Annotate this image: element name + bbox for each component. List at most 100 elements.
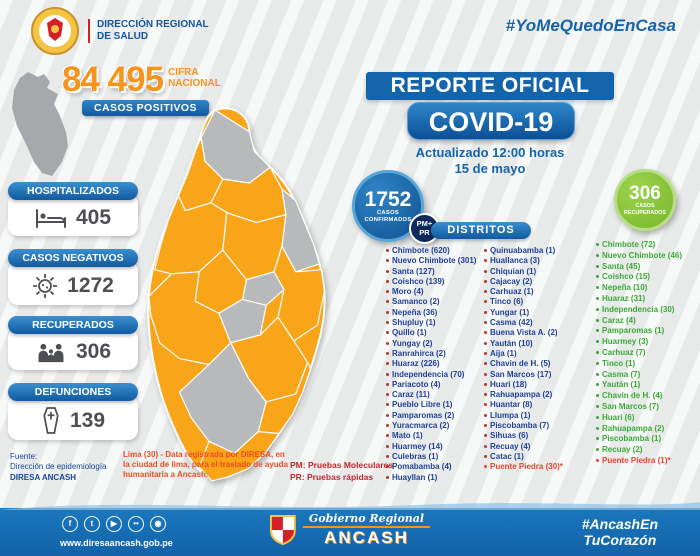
recovered-cases-label2: RECUPERADOS: [624, 209, 666, 216]
bullet-icon: [484, 362, 487, 366]
gov-script-label: Gobierno Regional: [302, 512, 431, 529]
bullet-icon: [596, 437, 599, 441]
bullet-icon: [596, 458, 599, 462]
district-item: Culebras (1): [386, 452, 484, 462]
district-item-label: Huantar (8): [490, 400, 533, 410]
updated-time: Actualizado 12:00 horas: [415, 145, 565, 160]
district-item-label: Pueblo Libre (1): [392, 400, 453, 410]
instagram-icon[interactable]: ◉: [150, 516, 166, 532]
district-item: Recuay (2): [596, 445, 698, 456]
bullet-icon: [596, 340, 599, 344]
hospitalized-count: 405: [75, 206, 112, 229]
confirmed-cases-number: 1752: [364, 187, 412, 211]
district-item: Yuracmarca (2): [386, 421, 484, 431]
family-icon: [38, 343, 64, 362]
bullet-icon: [484, 321, 487, 325]
bullet-icon: [386, 372, 389, 376]
bullet-icon: [484, 331, 487, 335]
district-item-label: Yaután (1): [602, 380, 641, 390]
bullet-icon: [386, 465, 389, 469]
website-link[interactable]: www.diresaancash.gob.pe: [60, 538, 173, 548]
bullet-icon: [386, 351, 389, 355]
confirmed-cases-label2: CONFIRMADOS: [364, 216, 412, 223]
org-name: DIRECCIÓN REGIONAL DE SALUD: [88, 19, 209, 43]
district-item-label: Recuay (2): [602, 445, 643, 455]
district-item: Quinuabamba (1): [484, 246, 590, 256]
source-line2: Dirección de epidemiología: [10, 462, 107, 472]
source-line1: Fuente:: [10, 452, 38, 461]
district-item-label: Chiquian (1): [490, 266, 537, 276]
bullet-icon: [484, 444, 487, 448]
pm-label: PM+: [416, 219, 433, 229]
district-item: Catac (1): [484, 452, 590, 462]
district-item-label: Huallanca (3): [490, 256, 540, 266]
district-item-label: Huarmey (3): [602, 337, 649, 347]
district-item: Tinco (1): [596, 359, 698, 370]
pm-legend: PM: Pruebas Moleculares: [290, 460, 393, 470]
national-cases-number: 84 495: [62, 60, 164, 99]
virus-icon: [33, 274, 58, 298]
district-item-label: Quillo (1): [392, 328, 427, 338]
district-item-label: Carhuaz (1): [490, 287, 534, 297]
district-item-label: Pomabamba (4): [392, 462, 452, 472]
district-item: Chimbote (72): [596, 240, 698, 251]
district-item-label: Piscobamba (1): [602, 434, 662, 444]
district-item: Independencia (30): [596, 305, 698, 316]
youtube-icon[interactable]: ▶: [106, 516, 122, 532]
wave-decoration: [0, 502, 700, 510]
district-item: Casma (42): [484, 318, 590, 328]
district-item-label: Yuracmarca (2): [392, 421, 450, 431]
bullet-icon: [386, 310, 389, 314]
ancash-hashtag-line2: TuCorazón: [583, 532, 657, 549]
report-title: REPORTE OFICIAL: [366, 72, 614, 100]
district-item-label: Cajacay (2): [490, 276, 533, 286]
cifra-label: CIFRA: [168, 67, 199, 78]
district-item: Llumpa (1): [484, 411, 590, 421]
stat-hospitalizados-label: HOSPITALIZADOS: [8, 182, 138, 200]
district-item-label: Caraz (11): [392, 390, 430, 400]
stat-casos-negativos-label: CASOS NEGATIVOS: [8, 249, 138, 267]
district-item-label: Yungar (1): [490, 307, 530, 317]
district-item: Huayllan (1): [386, 473, 484, 483]
flickr-icon[interactable]: ••: [128, 516, 144, 532]
district-item: Nepeña (36): [386, 308, 484, 318]
bullet-icon: [386, 413, 389, 417]
district-item-label: Pamparomas (1): [602, 326, 665, 336]
source-line3: DIRESA ANCASH: [10, 472, 77, 482]
bullet-icon: [484, 454, 487, 458]
district-item: Huarmey (14): [386, 442, 484, 452]
district-item: Carhuaz (7): [596, 348, 698, 359]
district-item-label: Coishco (139): [392, 276, 445, 286]
ancash-districts-map: [147, 107, 326, 482]
facebook-icon[interactable]: f: [62, 516, 78, 532]
social-icons: f t ▶ •• ◉: [62, 516, 166, 532]
district-item-label: Coishco (15): [602, 272, 651, 282]
bullet-icon: [596, 372, 599, 376]
district-item: Nuevo Chimbote (46): [596, 251, 698, 262]
bullet-icon: [386, 444, 389, 448]
district-item-label: San Marcos (17): [490, 369, 552, 379]
district-item-label: Chimbote (620): [392, 246, 450, 255]
district-item: Yaután (1): [596, 380, 698, 391]
twitter-icon[interactable]: t: [84, 516, 100, 532]
updated-date: 15 de mayo: [454, 161, 526, 176]
district-item: Nepeña (10): [596, 283, 698, 294]
district-item: Santa (45): [596, 262, 698, 273]
district-item-label: Shupluy (1): [392, 318, 436, 328]
bullet-icon: [484, 424, 487, 428]
district-item: Aija (1): [484, 349, 590, 359]
district-item: Pamparomas (2): [386, 411, 484, 421]
district-item-label: Puente Piedra (1)*: [602, 455, 671, 465]
district-item-label: Huaraz (226): [392, 359, 440, 369]
recovered-cases-badge: 306 CASOS RECUPERADOS: [614, 169, 676, 231]
bullet-icon: [484, 290, 487, 294]
deaths-count: 139: [69, 408, 106, 432]
test-type-legend: PM: Pruebas Moleculares PR: Pruebas rápi…: [290, 460, 393, 484]
district-item-label: Yaután (10): [490, 338, 533, 348]
district-item-label: Huari (18): [490, 379, 527, 389]
district-item-label: Nuevo Chimbote (46): [602, 250, 683, 260]
bullet-icon: [596, 426, 599, 430]
district-item-label: Chavin de H. (4): [602, 391, 663, 401]
district-item-label: Chavin de H. (5): [490, 359, 551, 369]
district-item: Pomabamba (4): [386, 462, 484, 472]
